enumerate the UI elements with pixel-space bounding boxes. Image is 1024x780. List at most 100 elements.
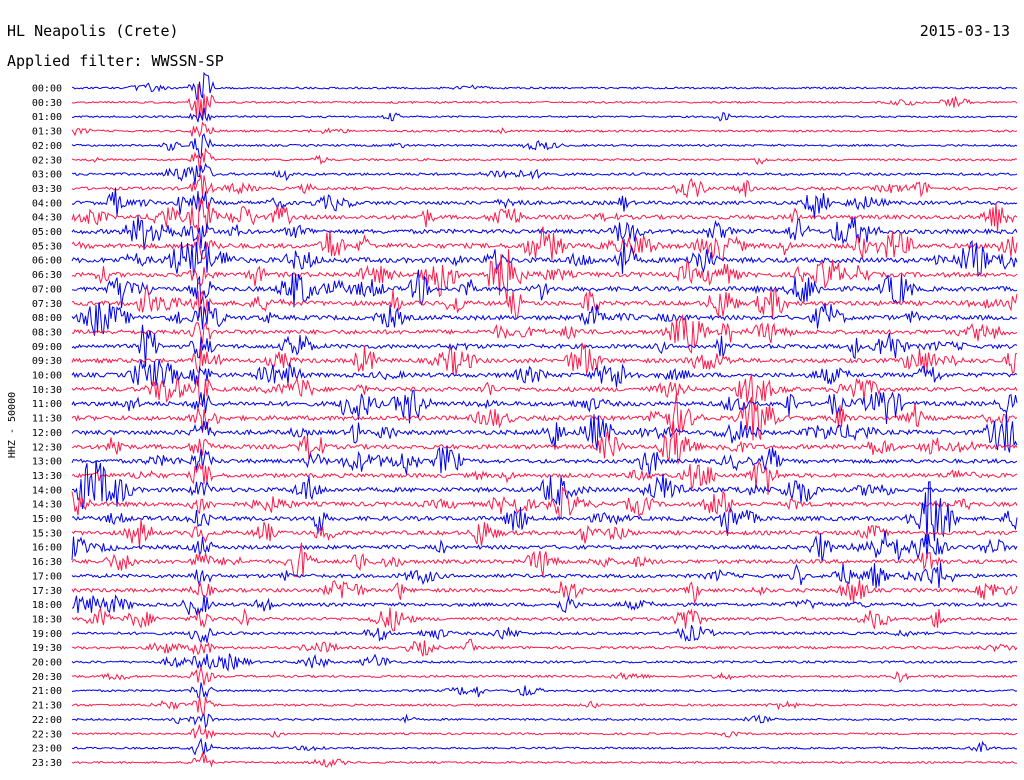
time-tick-label: 02:00 [32, 141, 62, 152]
time-tick-label: 02:30 [32, 155, 62, 166]
time-tick-label: 19:00 [32, 629, 62, 640]
trace-row-1130 [71, 392, 1018, 441]
trace-row-1230 [71, 420, 1018, 465]
time-tick-label: 10:00 [32, 371, 62, 382]
trace-row-0400 [71, 187, 1018, 218]
trace-row-1500 [71, 481, 1018, 545]
time-tick-label: 04:00 [32, 198, 62, 209]
time-tick-label: 14:30 [32, 500, 62, 511]
time-tick-label: 03:30 [32, 184, 62, 195]
time-axis-labels: 00:00 00:30 01:00 01:30 02:00 02:30 03:00 03:30… [32, 84, 62, 769]
trace-row-2300 [71, 737, 1017, 756]
time-tick-label: 05:30 [32, 241, 62, 252]
trace-row-0500 [71, 215, 1018, 250]
time-tick-label: 00:00 [32, 84, 62, 95]
trace-row-0900 [71, 324, 1018, 367]
trace-row-1930 [71, 638, 1018, 657]
time-tick-label: 03:00 [32, 170, 62, 181]
time-tick-label: 08:00 [32, 313, 62, 324]
time-tick-label: 05:00 [32, 227, 62, 238]
time-tick-label: 20:30 [32, 672, 62, 683]
trace-row-1330 [71, 460, 1018, 496]
time-tick-label: 13:00 [32, 457, 62, 468]
trace-row-2200 [71, 713, 1018, 729]
trace-row-0300 [71, 162, 1018, 185]
trace-row-1400 [71, 460, 1018, 509]
time-tick-label: 15:00 [32, 514, 62, 525]
time-tick-label: 06:00 [32, 256, 62, 267]
time-tick-label: 17:00 [32, 571, 62, 582]
time-tick-label: 22:00 [32, 715, 62, 726]
time-tick-label: 16:00 [32, 543, 62, 554]
trace-row-0730 [71, 286, 1018, 321]
trace-row-1700 [71, 562, 1018, 589]
time-tick-label: 15:30 [32, 528, 62, 539]
seismogram-traces [71, 71, 1018, 768]
trace-row-0830 [71, 313, 1018, 354]
trace-row-0030 [71, 83, 1018, 120]
trace-row-1530 [71, 519, 1018, 549]
trace-row-1430 [71, 487, 1018, 519]
trace-row-1600 [71, 530, 1018, 562]
trace-row-2030 [72, 666, 1018, 686]
time-tick-label: 00:30 [32, 98, 62, 109]
trace-row-1800 [71, 594, 1018, 616]
trace-row-1300 [71, 446, 1018, 478]
trace-row-0430 [71, 197, 1018, 234]
time-tick-label: 16:30 [32, 557, 62, 568]
trace-row-1000 [71, 359, 1018, 388]
trace-row-0200 [71, 133, 1018, 161]
trace-row-2000 [71, 653, 1018, 672]
trace-row-0130 [71, 121, 1018, 138]
time-tick-label: 23:00 [32, 744, 62, 755]
time-tick-label: 09:00 [32, 342, 62, 353]
trace-row-0530 [71, 226, 1018, 261]
time-tick-label: 21:00 [32, 686, 62, 697]
time-tick-label: 19:30 [32, 643, 62, 654]
trace-row-2130 [71, 695, 1018, 715]
time-tick-label: 11:30 [32, 414, 62, 425]
trace-row-2330 [71, 751, 1018, 768]
trace-row-1900 [71, 625, 1018, 644]
trace-row-0600 [71, 238, 1018, 278]
time-tick-label: 20:00 [32, 658, 62, 669]
trace-row-0000 [71, 71, 1018, 101]
trace-row-1200 [71, 413, 1018, 453]
time-tick-label: 07:00 [32, 284, 62, 295]
time-tick-label: 08:30 [32, 327, 62, 338]
trace-row-1030 [71, 373, 1018, 408]
time-tick-label: 06:30 [32, 270, 62, 281]
trace-row-0100 [71, 107, 1018, 123]
time-tick-label: 14:00 [32, 485, 62, 496]
time-tick-label: 04:30 [32, 213, 62, 224]
date-label: 2015-03-13 [919, 22, 1010, 40]
time-tick-label: 12:30 [32, 442, 62, 453]
trace-row-1730 [71, 579, 1018, 605]
trace-row-0330 [71, 174, 1018, 199]
time-tick-label: 11:00 [32, 399, 62, 410]
time-tick-label: 07:30 [32, 299, 62, 310]
y-axis-label: HHZ - 50000 [7, 392, 18, 458]
trace-row-0630 [71, 249, 1018, 302]
time-tick-label: 18:00 [32, 600, 62, 611]
time-tick-label: 13:30 [32, 471, 62, 482]
trace-row-2100 [71, 682, 1018, 699]
trace-row-0700 [71, 269, 1018, 308]
time-tick-label: 12:00 [32, 428, 62, 439]
trace-row-0800 [71, 301, 1018, 336]
trace-row-1630 [71, 542, 1018, 578]
trace-row-0930 [71, 342, 1018, 376]
filter-label: Applied filter: WWSSN-SP [7, 52, 224, 70]
time-tick-label: 23:30 [32, 758, 62, 769]
trace-row-2230 [71, 724, 1018, 740]
time-tick-label: 18:30 [32, 614, 62, 625]
time-tick-label: 10:30 [32, 385, 62, 396]
trace-row-0230 [71, 147, 1018, 172]
time-tick-label: 01:00 [32, 112, 62, 123]
trace-row-1830 [71, 607, 1018, 632]
station-title: HL Neapolis (Crete) [7, 22, 179, 40]
time-tick-label: 17:30 [32, 586, 62, 597]
time-tick-label: 09:30 [32, 356, 62, 367]
time-tick-label: 01:30 [32, 127, 62, 138]
